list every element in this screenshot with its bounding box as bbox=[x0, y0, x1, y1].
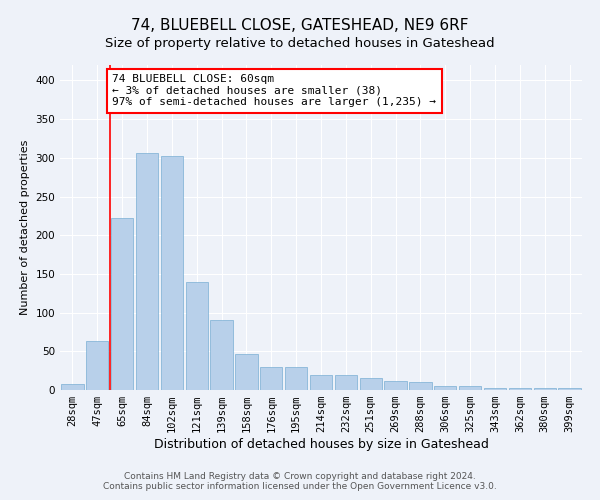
Bar bbox=[185, 282, 208, 390]
Text: Contains public sector information licensed under the Open Government Licence v3: Contains public sector information licen… bbox=[103, 482, 497, 491]
Bar bbox=[409, 382, 431, 390]
Bar bbox=[86, 341, 109, 390]
Bar bbox=[385, 380, 407, 390]
Bar bbox=[260, 367, 283, 390]
X-axis label: Distribution of detached houses by size in Gateshead: Distribution of detached houses by size … bbox=[154, 438, 488, 451]
Text: Size of property relative to detached houses in Gateshead: Size of property relative to detached ho… bbox=[105, 38, 495, 51]
Bar bbox=[484, 388, 506, 390]
Bar bbox=[434, 386, 457, 390]
Bar bbox=[61, 384, 83, 390]
Bar bbox=[136, 153, 158, 390]
Text: Contains HM Land Registry data © Crown copyright and database right 2024.: Contains HM Land Registry data © Crown c… bbox=[124, 472, 476, 481]
Bar bbox=[335, 374, 357, 390]
Bar bbox=[285, 367, 307, 390]
Bar bbox=[111, 218, 133, 390]
Bar bbox=[459, 386, 481, 390]
Y-axis label: Number of detached properties: Number of detached properties bbox=[20, 140, 30, 315]
Bar bbox=[235, 354, 257, 390]
Bar bbox=[161, 156, 183, 390]
Bar bbox=[509, 388, 531, 390]
Text: 74 BLUEBELL CLOSE: 60sqm
← 3% of detached houses are smaller (38)
97% of semi-de: 74 BLUEBELL CLOSE: 60sqm ← 3% of detache… bbox=[112, 74, 436, 108]
Text: 74, BLUEBELL CLOSE, GATESHEAD, NE9 6RF: 74, BLUEBELL CLOSE, GATESHEAD, NE9 6RF bbox=[131, 18, 469, 32]
Bar bbox=[359, 378, 382, 390]
Bar bbox=[211, 320, 233, 390]
Bar bbox=[310, 374, 332, 390]
Bar bbox=[559, 388, 581, 390]
Bar bbox=[533, 388, 556, 390]
